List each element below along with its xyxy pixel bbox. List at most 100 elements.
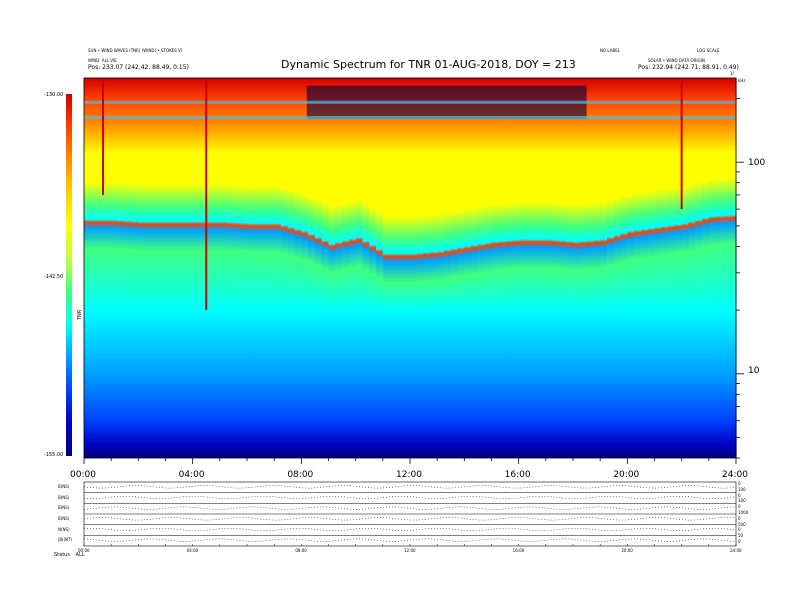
spectrum-column [382, 78, 391, 458]
colorbar-tick-top: -130.00 [44, 92, 64, 98]
chart-title: Dynamic Spectrum for TNR 01-AUG-2018, DO… [281, 58, 576, 71]
spectrum-column [172, 78, 180, 458]
lower-x-tick-label: 16:00 [512, 548, 525, 553]
x-tick-label: 16:00 [504, 470, 531, 480]
lower-panel [83, 481, 737, 547]
spectrum-column [328, 78, 336, 458]
spectrum-column [573, 78, 581, 458]
top-right-mark: 1/ [730, 71, 734, 76]
data-trace [83, 538, 737, 542]
spectrum-column [260, 78, 268, 458]
data-trace [83, 485, 737, 489]
spectrum-column [233, 78, 241, 458]
spectrum-column [464, 78, 472, 458]
spectrum-column [654, 78, 662, 458]
spectrum-column [145, 78, 153, 458]
meta-right-2: SOLAR • WIND DATA ORIGIN [648, 58, 705, 63]
radio-burst [102, 78, 105, 195]
spectrum-column [702, 78, 710, 458]
spectrum-column [511, 78, 520, 458]
spectrum-column [355, 78, 364, 458]
lower-row-label: |B|(NT) [58, 537, 72, 543]
spectrum-column [321, 78, 330, 458]
x-tick-label: 08:00 [287, 470, 314, 480]
spectrum-column [579, 78, 588, 458]
footer-status: Status ALL [54, 552, 85, 558]
position-left: Pos: 233.07 (242.42, 88.49, 0.15) [88, 64, 189, 71]
spectrum-column [430, 78, 438, 458]
data-trace [83, 517, 737, 521]
lower-right-label: 1000 [738, 510, 749, 515]
spectrum-column [308, 78, 316, 458]
lower-x-tick-label: 24:00 [730, 548, 742, 553]
spectrum-column [247, 78, 255, 458]
lower-x-tick-label: 08:00 [295, 548, 307, 553]
x-tick-label: 04:00 [178, 470, 205, 480]
lower-row-label: B(NS) [58, 484, 70, 489]
spectrum-column [90, 78, 99, 458]
meta-left-2: WIND: ALL VIE [88, 58, 117, 63]
spectrum-column [342, 78, 350, 458]
spectrum-column [532, 78, 540, 458]
spectrum-column [552, 78, 561, 458]
spectrum-column [600, 78, 608, 458]
lower-right-label: 100 [738, 498, 746, 504]
spectrum-column [362, 78, 370, 458]
spectrum-column [185, 78, 194, 458]
spectrum-column [314, 78, 323, 458]
spectrum-column [443, 78, 452, 458]
lower-right-label: 100 [738, 486, 746, 492]
spectrum-column [566, 78, 574, 458]
lower-right-label: 0 [738, 515, 741, 521]
spectrum-column [695, 78, 703, 458]
lower-x-tick-label: 20:00 [621, 548, 633, 553]
spectrum-column [226, 78, 235, 458]
spectrum-column [199, 78, 207, 458]
colorbar-label: TNR [77, 309, 83, 320]
spectrum-column [348, 78, 357, 458]
lower-right-label: 0 [738, 504, 741, 510]
lower-row-label: B(NS) [58, 516, 70, 521]
lower-right-label: 0 [738, 539, 741, 544]
x-tick-label: 24:00 [722, 470, 748, 480]
y-tick-100: 100 [748, 158, 766, 168]
x-tick-label: 00:00 [70, 470, 96, 480]
spectrum-column [219, 78, 228, 458]
colorbar [66, 94, 72, 456]
spectrum-column [620, 78, 628, 458]
lower-right-label: 50 [738, 533, 744, 539]
meta-left-1: SUN • WIND WAVES (TNR) (WIND) • STOKES V… [88, 48, 182, 53]
spectrum-column [117, 78, 126, 458]
spectrum-column [498, 78, 506, 458]
spectrum-column [722, 78, 730, 458]
spectrum-column [586, 78, 594, 458]
spectrum-column [423, 78, 431, 458]
spectrum-column [471, 78, 479, 458]
spectrum-column [111, 78, 119, 458]
lower-row-label: B(NS) [58, 494, 70, 500]
spectrogram [83, 77, 744, 464]
lower-x-tick-label: 04:00 [186, 548, 199, 553]
spectrum-column [647, 78, 656, 458]
spectrum-column [627, 78, 635, 458]
lower-x-tick-label: 00:00 [78, 548, 90, 553]
spectrum-column [729, 78, 737, 458]
spectrum-column [491, 78, 499, 458]
spectrum-column [97, 78, 105, 458]
x-tick-label: 12:00 [396, 470, 422, 480]
interference-band [84, 116, 736, 119]
meta-mid: NO LABEL [600, 48, 620, 53]
spectrum-column [539, 78, 547, 458]
spectrum-column [213, 78, 221, 458]
y-tick-10: 10 [748, 366, 760, 376]
spectrum-column [416, 78, 425, 458]
spectrum-column [518, 78, 527, 458]
spectrum-column [681, 78, 690, 458]
spectrum-column [688, 78, 696, 458]
spectrum-column [335, 78, 343, 458]
data-trace [83, 495, 737, 499]
spectrum-column [559, 78, 567, 458]
lower-row-label: B(NS) [58, 505, 70, 511]
lower-right-label: 0 [738, 527, 741, 533]
spectrum-column [179, 78, 187, 458]
